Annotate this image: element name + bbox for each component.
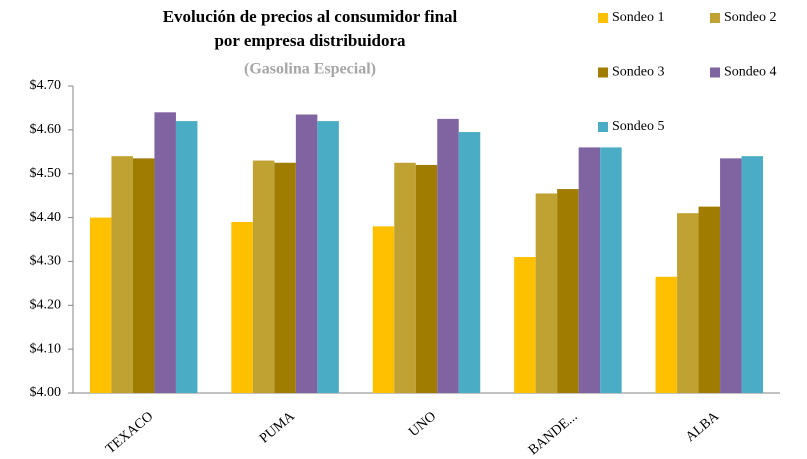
bar xyxy=(154,112,176,394)
bar xyxy=(252,160,275,393)
legend-swatch xyxy=(598,122,608,132)
y-tick-label: $4.00 xyxy=(30,385,62,400)
legend-swatch xyxy=(710,67,720,78)
y-tick-label: $4.50 xyxy=(30,166,62,181)
bar xyxy=(132,158,155,393)
x-tick-label: TEXACO xyxy=(103,409,156,457)
x-tick-label: PUMA xyxy=(257,408,298,446)
y-tick-label: $4.10 xyxy=(30,341,62,356)
bar xyxy=(89,217,112,393)
bar xyxy=(514,257,536,393)
legend-swatch xyxy=(710,13,720,23)
bar xyxy=(557,189,579,393)
bar xyxy=(437,118,459,394)
bar xyxy=(698,206,721,393)
bar xyxy=(295,114,318,393)
legend-swatch xyxy=(598,67,608,78)
bar xyxy=(720,158,742,393)
legend-label: Sondeo 5 xyxy=(612,119,665,134)
x-tick-label: ALBA xyxy=(683,408,723,445)
chart-title: Evolución de precios al consumidor final xyxy=(163,7,458,26)
legend-label: Sondeo 1 xyxy=(612,10,665,25)
bar xyxy=(111,156,133,393)
chart-subtitle: (Gasolina Especial) xyxy=(244,61,376,78)
y-tick-label: $4.40 xyxy=(30,210,62,225)
chart-title: por empresa distribuidora xyxy=(214,31,406,50)
bar xyxy=(415,164,438,393)
bar xyxy=(677,213,699,393)
y-tick-label: $4.60 xyxy=(30,122,62,137)
legend-label: Sondeo 4 xyxy=(724,65,777,80)
bar xyxy=(175,121,198,393)
y-tick-label: $4.70 xyxy=(30,78,62,93)
bar xyxy=(600,147,622,393)
legend-label: Sondeo 2 xyxy=(724,10,777,25)
bar xyxy=(535,193,558,393)
bar xyxy=(741,156,764,393)
y-tick-label: $4.30 xyxy=(30,254,62,269)
legend-swatch xyxy=(598,13,608,23)
bar xyxy=(372,226,395,393)
bar xyxy=(231,221,253,393)
bar xyxy=(317,121,339,393)
bar xyxy=(655,276,678,393)
x-tick-label: UNO xyxy=(406,409,439,440)
bar xyxy=(458,132,481,394)
y-tick-label: $4.20 xyxy=(30,298,62,313)
bar xyxy=(274,162,296,393)
bar xyxy=(394,162,416,393)
bar xyxy=(578,147,601,393)
legend-label: Sondeo 3 xyxy=(612,65,665,80)
x-tick-label: BANDE... xyxy=(526,409,581,458)
